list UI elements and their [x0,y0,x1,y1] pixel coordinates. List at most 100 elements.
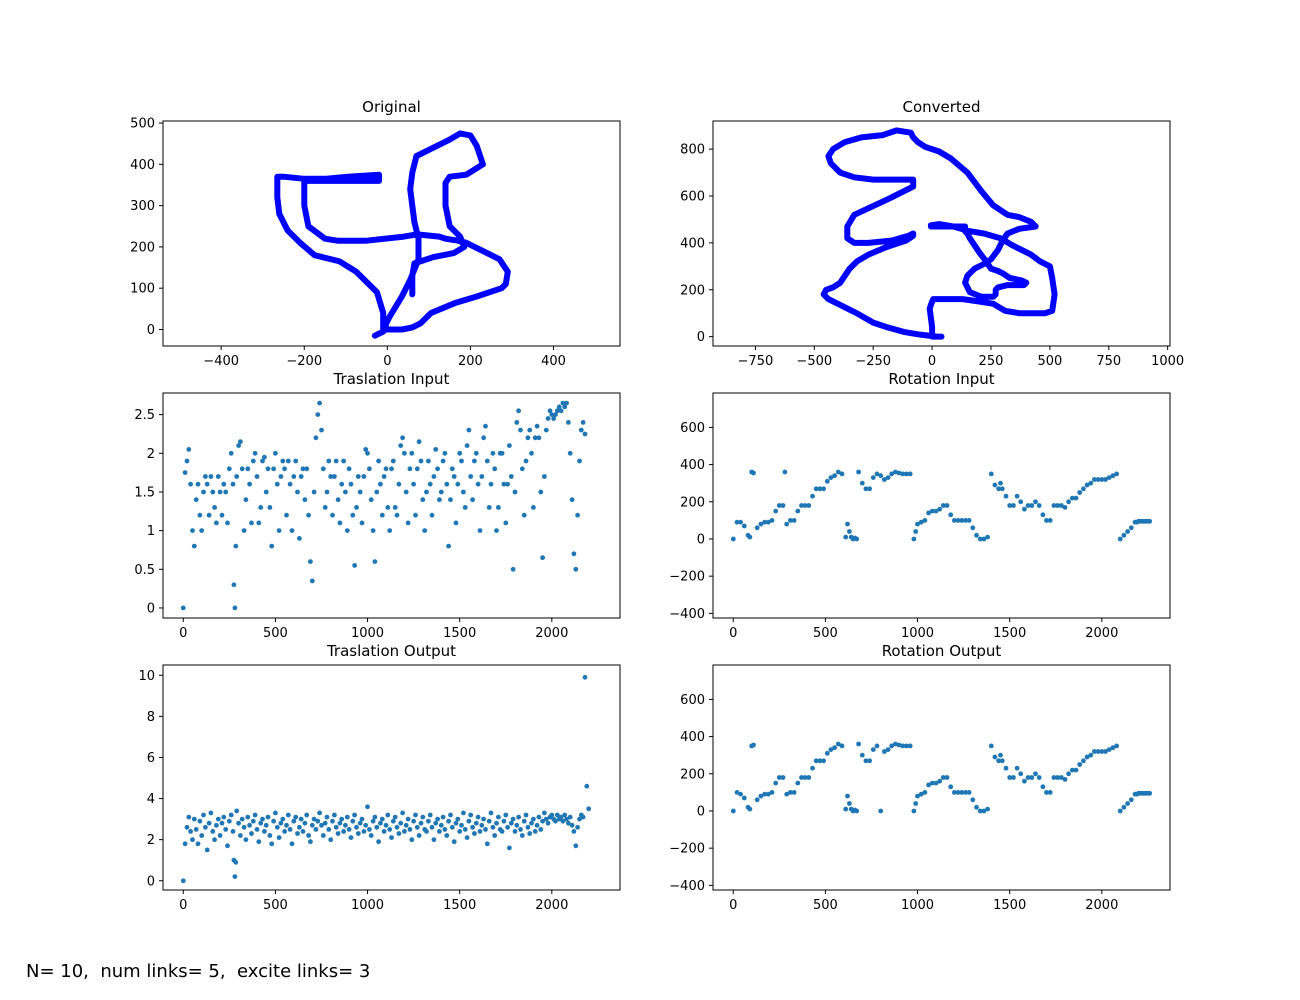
data-point [289,841,295,847]
data-point [239,466,245,472]
data-point [215,816,221,822]
data-point [396,831,402,836]
data-point [378,820,383,826]
data-point [1011,503,1016,508]
data-point [278,820,284,826]
data-point [501,818,507,824]
data-point [1040,784,1046,790]
data-point [352,563,357,568]
data-point [273,810,278,816]
data-point [999,758,1005,764]
y-tick-label: 0 [147,874,155,889]
data-point [573,843,579,849]
x-tick-label: 2000 [535,898,568,913]
x-tick-label: 1500 [443,626,476,641]
data-point [996,758,1001,764]
data-point [769,518,775,523]
data-point [204,847,210,853]
data-point [201,489,206,495]
data-point [882,477,887,482]
data-point [1044,518,1049,523]
data-point [346,827,352,832]
data-point [451,839,457,845]
data-point [915,793,920,799]
data-point [372,814,378,820]
data-point [1117,808,1123,814]
data-point [1125,529,1130,534]
data-point [1018,499,1024,505]
data-point [339,816,345,822]
data-point [416,833,422,838]
x-tick-label: 1000 [351,898,384,913]
data-point [233,543,239,549]
data-point [1062,505,1068,510]
data-point [363,822,369,828]
data-point [926,510,931,516]
y-tick-label: 200 [680,495,705,510]
data-point [285,812,291,818]
data-point [378,481,383,487]
x-tick-label: 750 [1096,354,1121,369]
data-point [1003,765,1009,771]
data-point [922,518,928,523]
data-point [473,820,479,826]
data-point [784,521,790,527]
data-point [355,831,361,836]
figure-caption: N= 10, num links= 5, excite links= 3 [26,961,371,982]
data-point [922,790,928,795]
data-point [577,816,582,822]
y-tick-label: 500 [130,117,155,132]
data-point [233,0,238,2]
data-point [551,416,557,421]
data-point [389,835,394,840]
data-point [350,818,356,824]
data-point [937,778,943,784]
data-point [195,841,201,847]
data-point [300,829,306,834]
data-point [525,435,531,441]
data-point [466,427,472,433]
data-point [536,435,542,441]
data-point [1092,477,1097,482]
x-tick-label: 2000 [1085,898,1118,913]
data-point [365,804,370,810]
x-tick-label: −200 [286,354,322,369]
data-point [297,536,302,541]
data-point [870,747,876,752]
data-point [918,519,924,525]
data-point [810,765,815,771]
data-point [370,818,376,824]
data-point [1121,532,1127,538]
x-tick-label: 0 [383,354,391,369]
data-point [302,820,308,826]
data-point [1099,749,1105,754]
data-point [475,481,481,487]
data-point [1114,743,1119,749]
data-point [933,780,939,786]
data-point [795,508,801,514]
data-point [414,466,420,472]
plot-area [180,0,592,884]
data-point [431,474,437,479]
data-point [409,837,415,843]
data-point [390,458,396,464]
data-point [282,466,287,472]
data-point [230,481,236,487]
data-point [361,829,367,834]
x-tick-label: 2000 [535,626,568,641]
data-point [1044,790,1049,795]
data-point [455,481,461,487]
axes-frame [712,664,1171,891]
data-point [534,423,540,429]
data-point [505,824,510,830]
data-point [453,520,459,526]
data-point [326,827,332,832]
data-point [236,443,242,448]
y-tick-label: 0 [147,323,155,338]
data-point [475,814,481,820]
data-point [1117,536,1123,542]
data-point [341,458,346,464]
data-point [802,503,808,508]
